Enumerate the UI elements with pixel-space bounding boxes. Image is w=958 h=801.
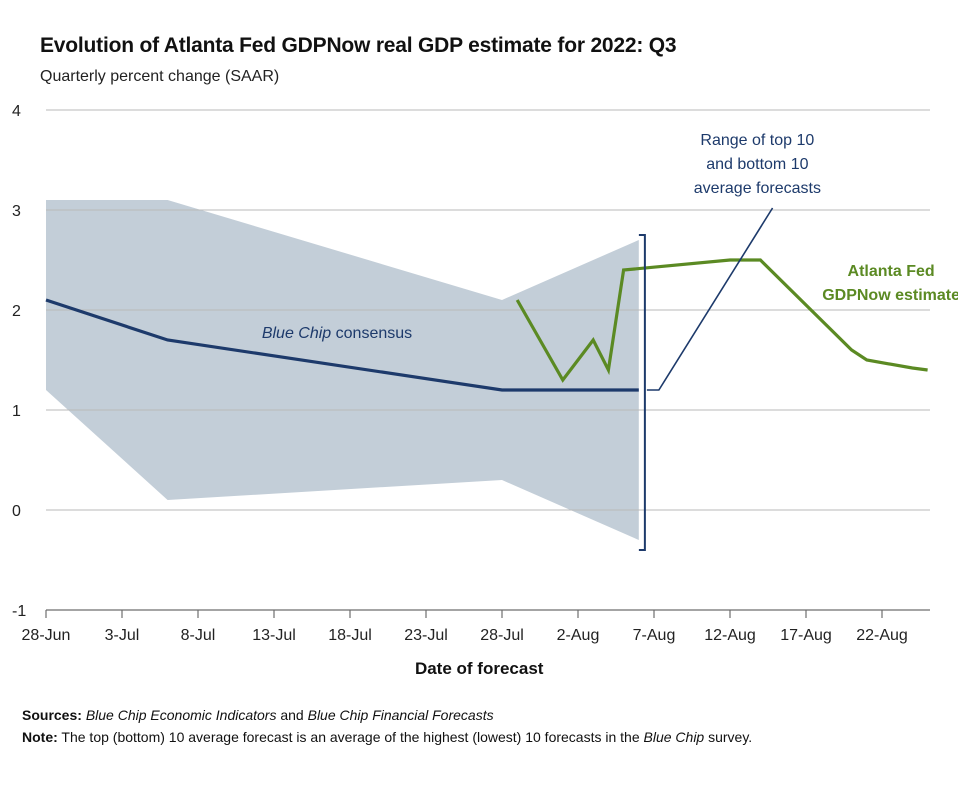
y-tick-label-0: 4 (12, 103, 21, 120)
y-tick-label-5: -1 (12, 603, 26, 620)
note-end: survey. (704, 729, 753, 745)
x-tick-label-1: 3-Jul (105, 627, 140, 644)
range-annotation-line-1: and bottom 10 (706, 156, 808, 173)
note-label: Note: (22, 729, 58, 745)
range-annotation-line-0: Range of top 10 (700, 132, 814, 149)
x-tick-label-7: 2-Aug (557, 627, 600, 644)
range-annotation-line-2: average forecasts (694, 180, 821, 197)
y-tick-label-2: 2 (12, 303, 21, 320)
footer-note: Note: The top (bottom) 10 average foreca… (22, 729, 752, 745)
y-tick-label-4: 0 (12, 503, 21, 520)
consensus-word: consensus (331, 325, 412, 342)
x-tick-label-9: 12-Aug (704, 627, 756, 644)
range-band (46, 200, 639, 540)
sources-label: Sources: (22, 707, 82, 723)
range-pointer-line (646, 207, 774, 391)
x-tick-label-5: 23-Jul (404, 627, 448, 644)
x-tick-label-10: 17-Aug (780, 627, 832, 644)
x-tick-label-8: 7-Aug (633, 627, 676, 644)
chart-title: Evolution of Atlanta Fed GDPNow real GDP… (40, 34, 677, 57)
series-line-blue-chip-consensus (45, 298, 639, 392)
sources-and: and (276, 707, 308, 723)
chart-subtitle: Quarterly percent change (SAAR) (40, 68, 280, 85)
x-tick-label-4: 18-Jul (328, 627, 372, 644)
note-text: The top (bottom) 10 average forecast is … (57, 729, 644, 745)
range-bracket (638, 234, 646, 551)
y-tick-label-3: 1 (12, 403, 21, 420)
x-tick-label-2: 8-Jul (181, 627, 216, 644)
x-tick-label-11: 22-Aug (856, 627, 908, 644)
gdpnow-annotation-line-1: GDPNow estimate (822, 287, 958, 304)
blue-chip-italic: Blue Chip (262, 325, 331, 342)
sources-italic-2: Blue Chip Financial Forecasts (307, 707, 494, 723)
footer-sources: Sources: Blue Chip Economic Indicators a… (22, 707, 494, 723)
y-tick-label-1: 3 (12, 203, 21, 220)
x-tick-label-6: 28-Jul (480, 627, 524, 644)
x-axis-title: Date of forecast (415, 659, 544, 678)
blue-chip-consensus-label: Blue Chip consensus (262, 325, 412, 342)
note-italic: Blue Chip (643, 729, 705, 745)
gdpnow-annotation-line-0: Atlanta Fed (848, 263, 935, 280)
sources-italic-1: Blue Chip Economic Indicators (85, 707, 277, 723)
x-tick-label-0: 28-Jun (22, 627, 71, 644)
x-tick-label-3: 13-Jul (252, 627, 296, 644)
